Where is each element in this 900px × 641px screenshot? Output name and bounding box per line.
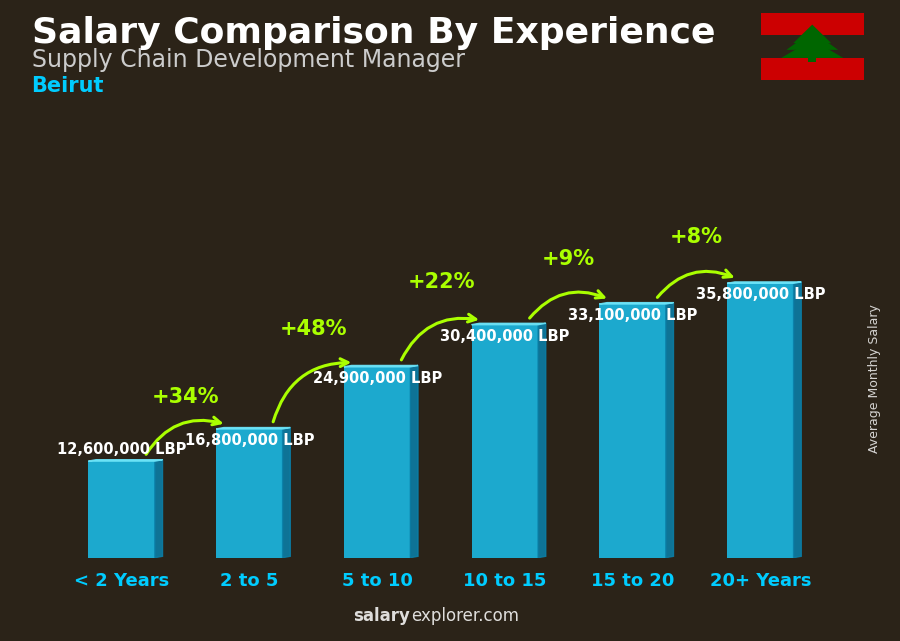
Bar (599, 304, 666, 558)
Text: explorer.com: explorer.com (411, 607, 519, 625)
Polygon shape (538, 323, 545, 558)
Text: 30,400,000 LBP: 30,400,000 LBP (440, 328, 570, 344)
Text: +48%: +48% (280, 319, 347, 338)
Bar (88, 461, 155, 558)
Text: +9%: +9% (542, 249, 595, 269)
Polygon shape (599, 303, 673, 304)
Text: salary: salary (353, 607, 410, 625)
Polygon shape (344, 365, 418, 367)
Bar (727, 283, 794, 558)
Polygon shape (727, 282, 801, 283)
Text: +34%: +34% (152, 387, 220, 407)
Text: Supply Chain Development Manager: Supply Chain Development Manager (32, 48, 464, 72)
Text: 24,900,000 LBP: 24,900,000 LBP (312, 370, 442, 386)
Text: 35,800,000 LBP: 35,800,000 LBP (696, 287, 825, 302)
Polygon shape (793, 24, 832, 43)
Bar (760, 58, 864, 80)
Polygon shape (283, 428, 291, 558)
Bar (344, 367, 410, 558)
Bar (216, 429, 283, 558)
Polygon shape (787, 31, 838, 50)
Text: 16,800,000 LBP: 16,800,000 LBP (184, 433, 314, 448)
Polygon shape (216, 428, 291, 429)
Polygon shape (666, 303, 673, 558)
Polygon shape (472, 323, 545, 325)
Polygon shape (155, 460, 163, 558)
Text: Salary Comparison By Experience: Salary Comparison By Experience (32, 16, 715, 50)
Bar (472, 325, 538, 558)
Text: +22%: +22% (408, 272, 475, 292)
Text: 12,600,000 LBP: 12,600,000 LBP (57, 442, 186, 457)
Text: Beirut: Beirut (32, 76, 104, 96)
Polygon shape (88, 460, 163, 461)
Bar (760, 13, 864, 35)
Text: Average Monthly Salary: Average Monthly Salary (868, 304, 881, 453)
Polygon shape (794, 282, 801, 558)
Bar (808, 56, 816, 62)
Polygon shape (410, 365, 418, 558)
Text: +8%: +8% (670, 227, 723, 247)
Text: 33,100,000 LBP: 33,100,000 LBP (568, 308, 698, 323)
Polygon shape (781, 40, 843, 58)
